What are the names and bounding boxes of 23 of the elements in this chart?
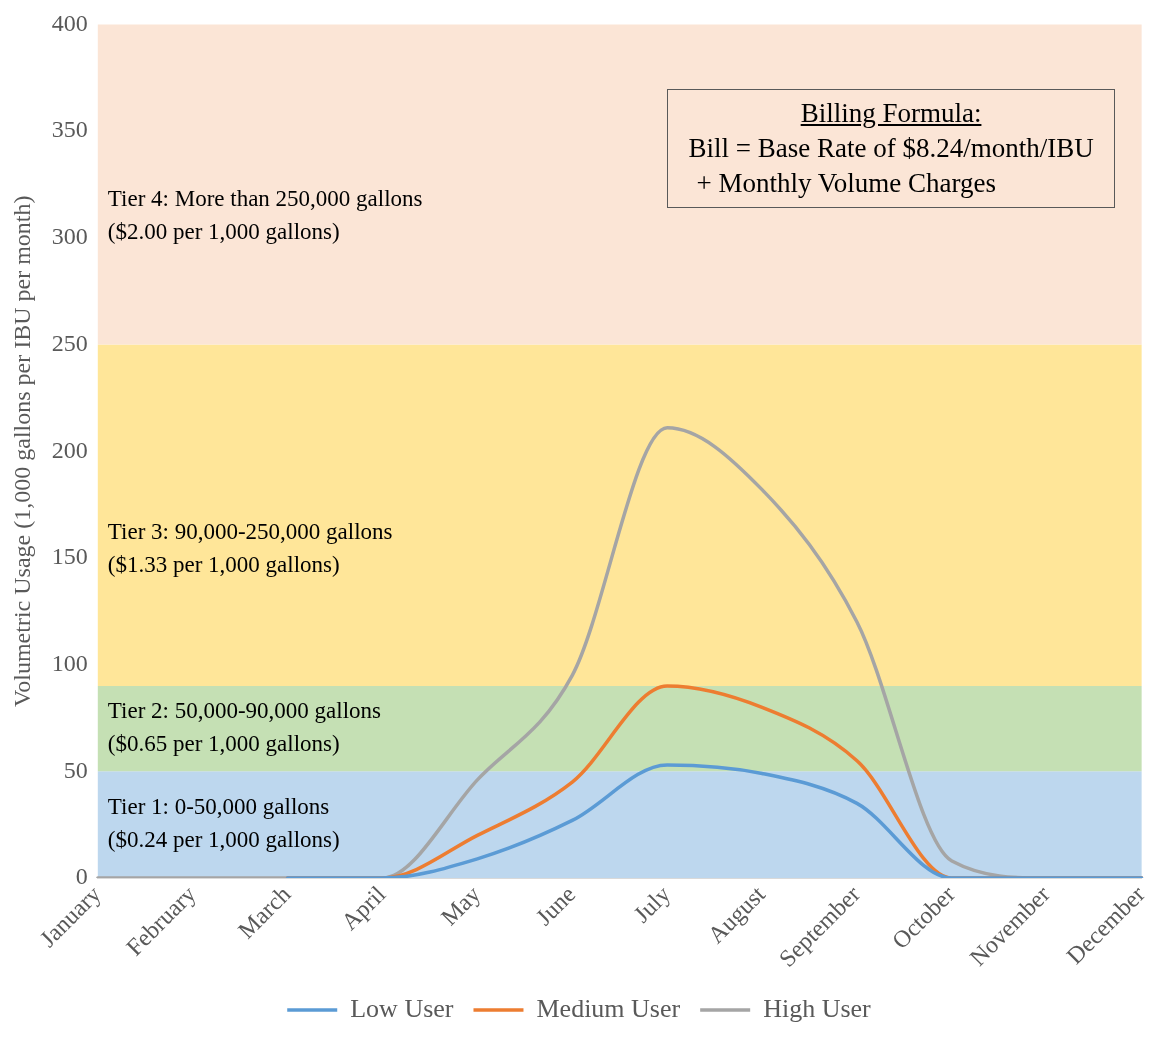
y-tick-label: 300	[51, 223, 88, 250]
y-tick-label: 0	[75, 863, 88, 890]
band-label: Tier 4: More than 250,000 gallons ($2.00 per 1,000 gallons)	[107, 186, 423, 245]
y-tick-label: 100	[51, 649, 88, 676]
x-tick-label: July	[628, 880, 676, 928]
band-label: Tier 1: 0-50,000 gallons ($0.24 per 1,000 gallons)	[107, 794, 340, 853]
annotation: + Monthly Volume Charges	[695, 167, 997, 201]
band-label: Tier 2: 50,000-90,000 gallons ($0.65 per 1,000 gallons)	[107, 698, 382, 757]
y-tick-label: 50	[63, 756, 88, 783]
y-tick-label: 350	[51, 116, 88, 143]
y-tick-label: 250	[51, 329, 88, 356]
band-label: Tier 3: 90,000-250,000 gallons ($1.33 per 1,000 gallons)	[107, 518, 393, 577]
legend-label: Low User	[350, 993, 454, 1023]
annotation: Billing Formula:	[799, 97, 983, 131]
y-tick-label: 200	[51, 436, 88, 463]
y-axis-title: Volumetric Usage (1,000 gallons per IBU per month)	[8, 195, 35, 707]
y-tick-label: 400	[51, 9, 88, 36]
annotation: Bill = Base Rate of $8.24/month/IBU	[688, 132, 1094, 166]
y-tick-label: 150	[51, 543, 88, 570]
legend-label: Medium User	[536, 993, 681, 1023]
legend-label: High User	[763, 993, 872, 1023]
x-tick-label: June	[530, 880, 581, 931]
x-tick-label: May	[435, 880, 486, 931]
